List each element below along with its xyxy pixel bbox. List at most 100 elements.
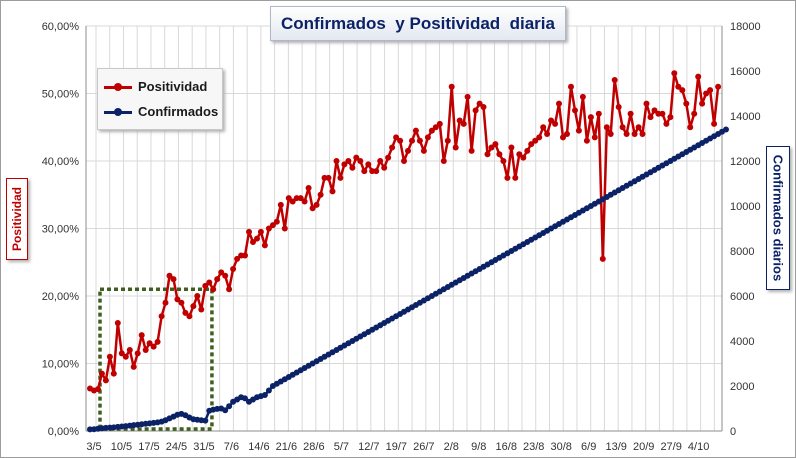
x-tick-label: 31/5	[193, 441, 214, 453]
data-point-positividad	[603, 124, 610, 131]
data-point-positividad	[333, 158, 340, 164]
x-tick-label: 17/5	[138, 441, 159, 453]
data-point-positividad	[512, 174, 519, 181]
data-point-positividad	[432, 124, 439, 131]
y-right-tick-label: 10000	[730, 201, 761, 213]
data-point-positividad	[468, 147, 475, 154]
x-tick-label: 4/10	[688, 441, 709, 453]
data-point-positividad	[349, 164, 356, 171]
data-point-positividad	[114, 320, 121, 326]
data-point-positividad	[317, 191, 324, 198]
data-point-positividad	[536, 134, 543, 141]
data-point-positividad	[186, 313, 193, 320]
data-point-positividad	[194, 293, 201, 299]
data-point-positividad	[607, 131, 614, 137]
data-point-positividad	[353, 154, 360, 161]
data-point-positividad	[226, 286, 233, 293]
data-point-positividad	[289, 198, 296, 205]
data-point-positividad	[373, 168, 380, 175]
x-tick-label: 9/8	[471, 441, 486, 453]
data-point-positividad	[206, 279, 213, 286]
data-point-positividad	[492, 141, 499, 148]
data-point-positividad	[222, 272, 229, 279]
data-point-positividad	[305, 185, 312, 191]
highlight-box	[98, 287, 214, 431]
data-point-positividad	[210, 286, 217, 293]
data-point-positividad	[699, 100, 706, 107]
data-point-positividad	[341, 161, 348, 168]
data-point-positividad	[142, 347, 149, 353]
data-point-positividad	[313, 201, 320, 208]
data-point-positividad	[95, 386, 101, 393]
data-point-positividad	[476, 100, 483, 107]
data-point-positividad	[309, 205, 316, 212]
data-point-positividad	[488, 144, 495, 151]
legend-marker-confirmados	[114, 108, 122, 116]
data-point-positividad	[257, 228, 264, 235]
data-point-positividad	[500, 158, 507, 164]
x-tick-label: 2/8	[444, 441, 459, 453]
data-point-confirmados	[202, 417, 209, 424]
data-point-positividad	[190, 303, 197, 310]
data-point-positividad	[715, 83, 722, 90]
data-point-positividad	[508, 144, 515, 151]
data-point-positividad	[230, 266, 237, 272]
x-tick-label: 21/6	[276, 441, 297, 453]
data-point-positividad	[122, 353, 129, 360]
y-right-tick-label: 0	[730, 426, 736, 438]
y-right-tick-label: 12000	[730, 156, 761, 168]
data-point-positividad	[178, 299, 185, 306]
data-point-positividad	[297, 195, 304, 202]
data-point-positividad	[568, 83, 574, 90]
data-point-positividad	[214, 276, 221, 283]
data-point-confirmados	[723, 126, 729, 133]
data-point-positividad	[234, 255, 241, 262]
data-point-positividad	[548, 117, 555, 124]
data-point-positividad	[472, 107, 479, 114]
data-point-positividad	[707, 87, 714, 94]
data-point-positividad	[401, 158, 407, 164]
data-point-positividad	[627, 110, 634, 117]
x-tick-label: 28/6	[303, 441, 324, 453]
data-point-positividad	[452, 144, 459, 151]
data-point-positividad	[261, 242, 268, 249]
data-point-positividad	[98, 370, 105, 377]
data-point-positividad	[424, 134, 431, 141]
data-point-positividad	[110, 370, 117, 377]
data-point-positividad	[285, 195, 292, 202]
data-point-positividad	[325, 174, 332, 181]
x-tick-label: 24/5	[166, 441, 187, 453]
data-point-positividad	[615, 104, 622, 110]
data-point-positividad	[126, 347, 133, 353]
y-right-tick-label: 6000	[730, 291, 754, 303]
y-axis-left-label-box: Positividad	[6, 178, 28, 260]
y-axis-right-label: Confirmados diarios	[770, 154, 786, 282]
data-point-positividad	[381, 164, 388, 171]
data-point-positividad	[158, 313, 165, 320]
data-point-positividad	[520, 154, 527, 161]
y-left-tick-label: 50,00%	[42, 89, 80, 101]
data-point-positividad	[218, 269, 225, 276]
y-right-tick-label: 4000	[730, 336, 754, 348]
data-point-positividad	[377, 158, 384, 164]
data-point-positividad	[587, 114, 594, 121]
data-point-positividad	[583, 137, 590, 144]
data-point-positividad	[711, 120, 718, 127]
data-point-positividad	[595, 110, 602, 117]
data-point-positividad	[281, 225, 288, 232]
data-point-positividad	[337, 174, 344, 181]
legend-label-confirmados: Confirmados	[138, 104, 219, 119]
x-tick-label: 30/8	[551, 441, 572, 453]
data-point-positividad	[170, 276, 177, 283]
data-point-positividad	[301, 198, 308, 205]
x-tick-label: 20/9	[633, 441, 654, 453]
data-point-positividad	[544, 131, 551, 137]
x-tick-label: 6/9	[581, 441, 596, 453]
data-point-confirmados	[242, 395, 248, 402]
chart-title: Confirmados y Positividad diaria	[270, 6, 566, 41]
data-point-positividad	[695, 73, 702, 80]
data-point-positividad	[146, 340, 153, 347]
y-axis-left-label: Positividad	[10, 186, 24, 252]
data-point-positividad	[448, 83, 455, 90]
data-point-positividad	[591, 134, 598, 141]
